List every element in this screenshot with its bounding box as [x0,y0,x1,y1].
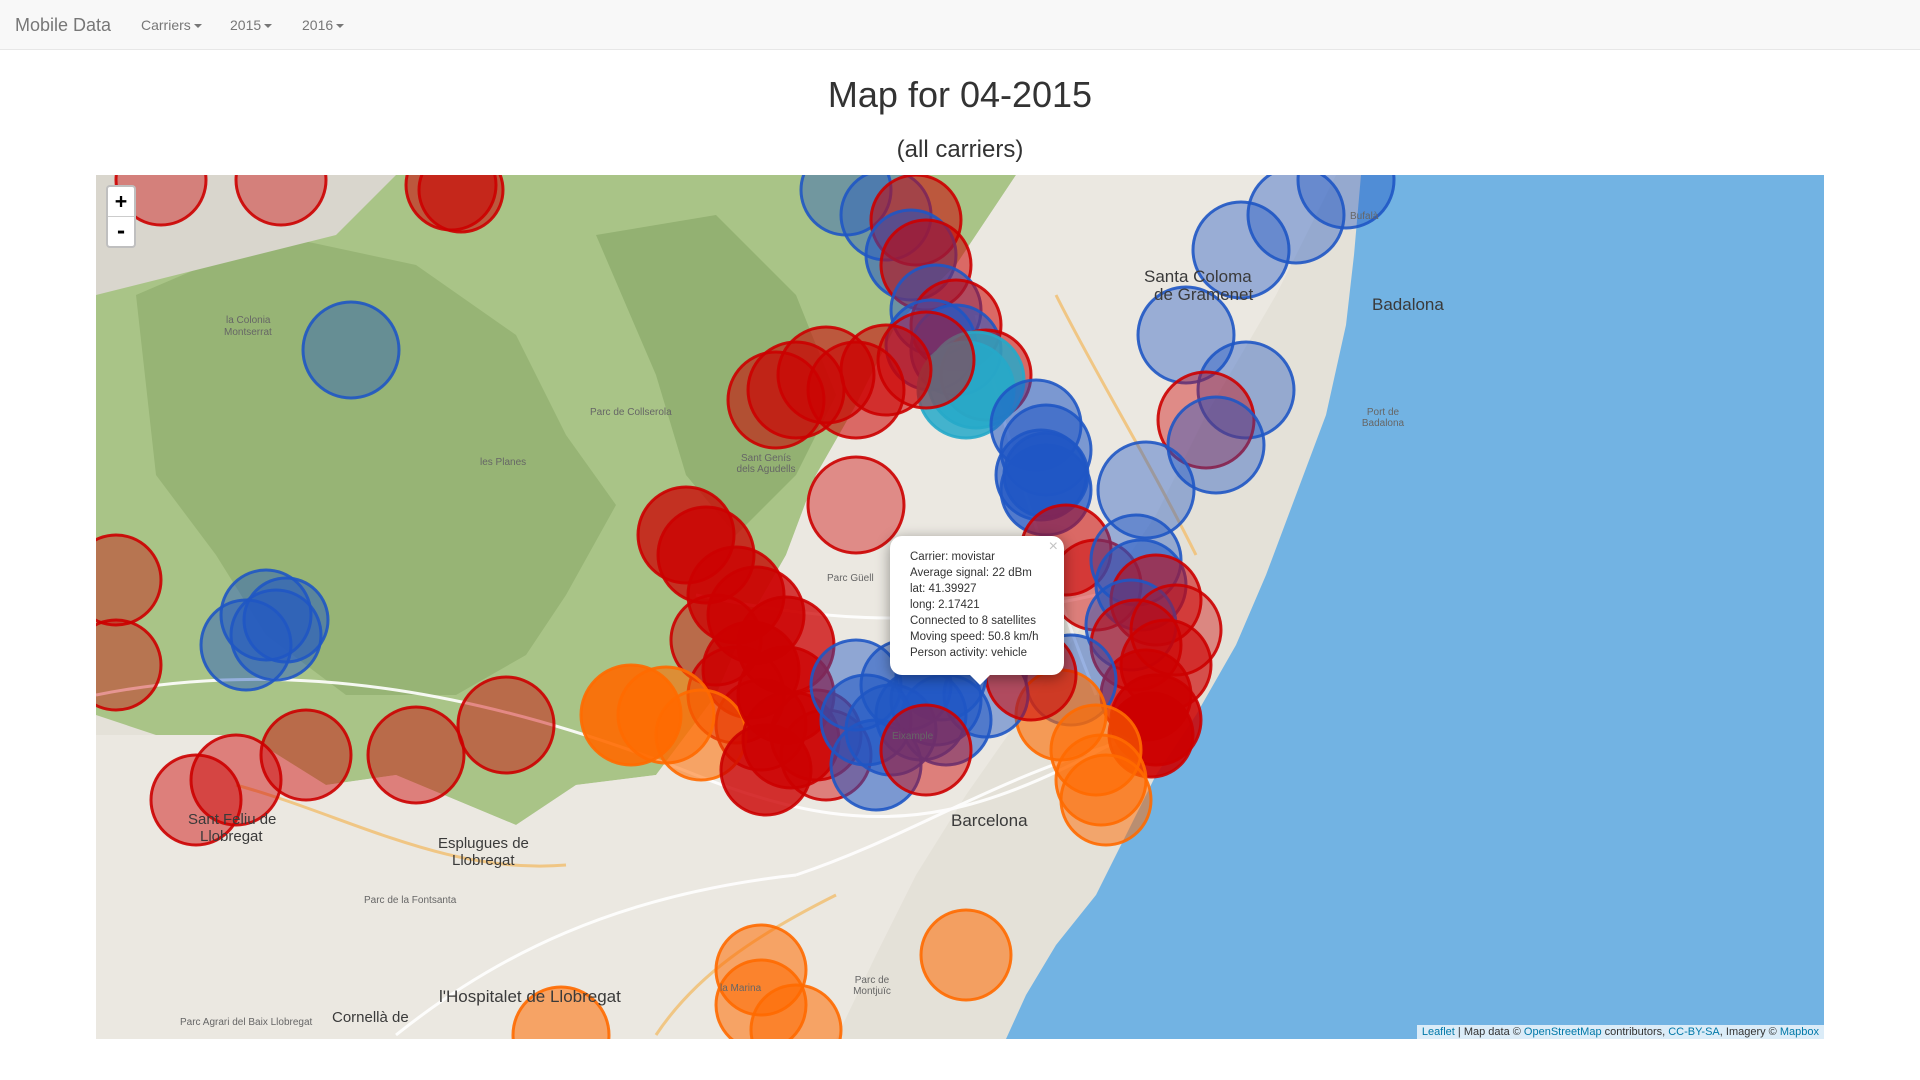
popup-carrier: Carrier: movistar [910,551,995,563]
label-cornella: Cornellà de [332,1009,409,1026]
vodafone-signal-circle[interactable] [1196,340,1296,440]
label-parc-fontsanta: Parc de la Fontsanta [364,895,457,906]
year-2015-dropdown[interactable]: 2015 [230,0,273,50]
vodafone-signal-circle[interactable] [1296,175,1396,230]
movistar-signal-circle[interactable] [806,455,906,555]
vodafone-signal-circle[interactable] [1002,431,1090,519]
signal-circles-layer [96,175,1396,1039]
label-parc-agrari: Parc Agrari del Baix Llobregat [180,1017,313,1028]
label-esplugues-2: Llobregat [452,852,515,869]
map-container[interactable]: Santa Coloma de Gramenet Badalona Barcel… [96,175,1824,1039]
label-hospitalet: l'Hospitalet de Llobregat [439,987,621,1006]
chevron-down-icon [193,24,202,29]
attribution-text-3: , Imagery © [1719,1026,1780,1038]
popup-speed: Moving speed: 50.8 km/h [910,631,1039,643]
label-barcelona: Barcelona [951,811,1028,830]
label-eixample: Eixample [892,731,934,742]
osm-link[interactable]: OpenStreetMap [1523,1026,1602,1038]
mapbox-link[interactable]: Mapbox [1779,1026,1819,1038]
chevron-down-icon [336,24,345,29]
label-montserrat: Montserrat [224,327,272,338]
movistar-signal-circle[interactable] [1156,370,1256,470]
label-gramenet: de Gramenet [1154,285,1254,304]
page-title: Map for 04-2015 [827,74,1093,115]
label-santa-coloma: Santa Coloma [1144,267,1252,286]
page-subtitle: (all carriers) [896,136,1024,163]
attribution-text-2: contributors, [1601,1026,1669,1038]
orange-signal-circle[interactable] [749,983,843,1039]
license-link[interactable]: CC-BY-SA [1668,1026,1720,1038]
year-2015-dropdown-label: 2015 [230,17,262,33]
popup-close-button[interactable]: × [1048,538,1058,555]
label-parc-montjuic: Parc de Montjuïc [853,975,891,997]
vodafone-signal-circle[interactable] [1096,440,1196,540]
movistar-signal-circle[interactable] [726,350,826,450]
brand-link[interactable]: Mobile Data [15,15,112,35]
vodafone-signal-circle[interactable] [242,576,330,664]
movistar-signal-circle[interactable] [114,175,208,227]
popup-signal: Average signal: 22 dBm [910,567,1032,579]
vodafone-signal-circle[interactable] [1191,200,1291,300]
carriers-dropdown-label: Carriers [141,17,191,33]
year-2016-dropdown[interactable]: 2016 [302,0,345,50]
movistar-signal-circle[interactable] [879,703,973,797]
movistar-signal-circle[interactable] [417,175,505,234]
vodafone-signal-circle[interactable] [809,638,903,732]
popup-lat: lat: 41.39927 [910,583,977,595]
chevron-down-icon [264,24,273,29]
zoom-out-button[interactable]: - [114,219,128,243]
label-port-badalona: Port de Badalona [1361,407,1405,429]
movistar-signal-circle[interactable] [259,708,353,802]
zoom-in-button[interactable]: + [108,187,134,217]
movistar-signal-circle[interactable] [96,533,163,627]
label-parc-collserola: Parc de Collserola [590,407,672,418]
movistar-signal-circle[interactable] [366,705,466,805]
orange-signal-circle[interactable] [511,985,611,1039]
movistar-signal-circle[interactable] [189,733,283,827]
vodafone-signal-circle[interactable] [1166,395,1266,495]
movistar-signal-circle[interactable] [839,323,933,417]
carriers-dropdown[interactable]: Carriers [141,0,202,50]
carrier-popup: × Carrier: movistar Average signal: 22 d… [890,536,1064,685]
label-badalona: Badalona [1372,295,1444,314]
vodafone-signal-circle[interactable] [301,300,401,400]
leaflet-link[interactable]: Leaflet [1421,1026,1455,1038]
movistar-signal-circle[interactable] [96,618,163,712]
movistar-signal-circle[interactable] [234,175,328,227]
popup-activity: Person activity: vehicle [910,647,1027,659]
label-sant-genis: Sant Genís dels Agudells [736,453,796,475]
label-sant-feliu-1: Sant Feliu de [188,811,277,828]
label-bufala: Bufalà [1350,211,1379,222]
map-attribution: Leaflet | Map data © OpenStreetMap contr… [1416,1025,1824,1039]
label-esplugues-1: Esplugues de [438,835,529,852]
attribution-text-1: | Map data © [1454,1026,1524,1038]
signal-circles[interactable] [96,175,1396,1039]
popup-satellites: Connected to 8 satellites [910,615,1036,627]
movistar-signal-circle[interactable] [1129,583,1223,677]
zoom-control: + - [106,185,136,248]
label-la-marina: la Marina [720,983,762,994]
label-les-planes: les Planes [480,457,527,468]
vodafone-signal-circle[interactable] [829,718,923,812]
popup-tip [970,675,990,685]
navbar: Mobile Data Carriers 2015 2016 [0,0,1920,50]
popup-long: long: 2.17421 [910,599,980,611]
label-sant-feliu-2: Llobregat [200,828,263,845]
orange-signal-circle[interactable] [919,908,1013,1002]
orange-signal-circle[interactable] [1059,753,1153,847]
vodafone-signal-circle[interactable] [1246,175,1346,265]
year-2016-dropdown-label: 2016 [302,17,334,33]
label-la-colonia: la Colonia [226,315,271,326]
movistar-signal-circle[interactable] [456,675,556,775]
label-parc-guell: Parc Güell [827,573,874,584]
